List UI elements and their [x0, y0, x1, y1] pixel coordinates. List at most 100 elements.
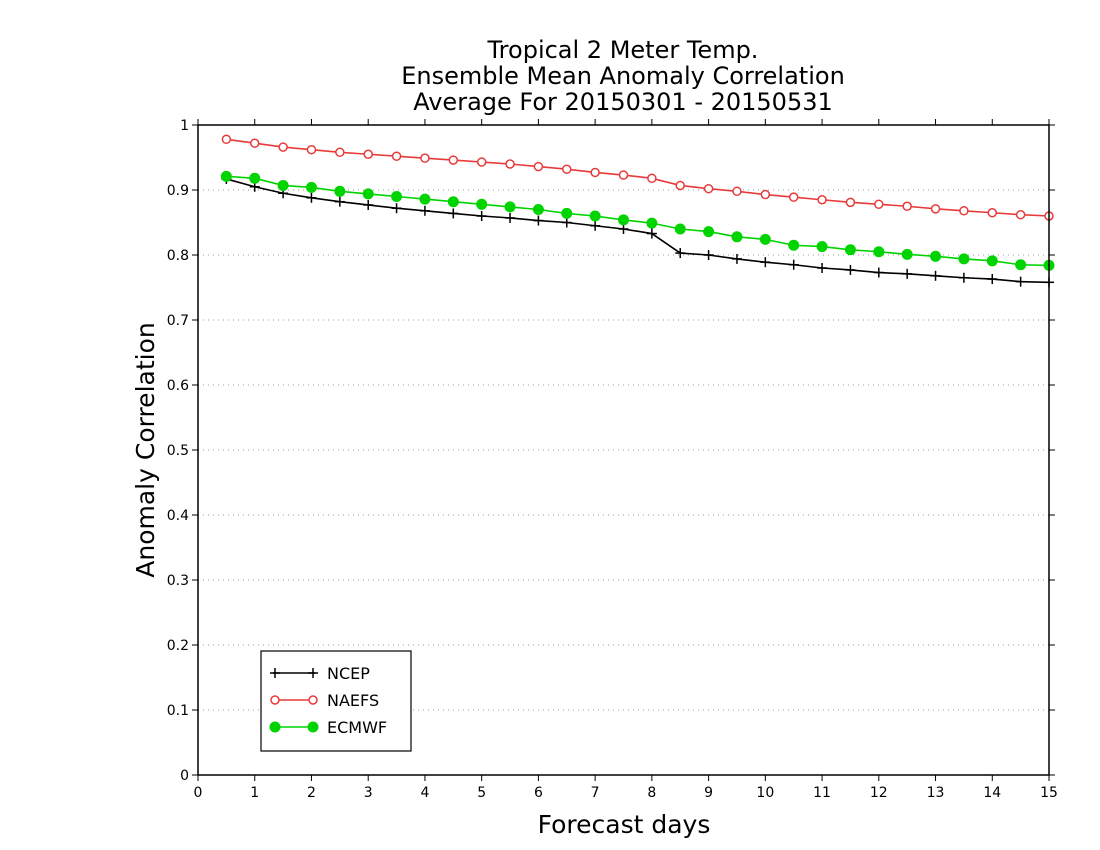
data-point-ncep — [731, 253, 742, 264]
legend-item-naefs: NAEFS — [270, 691, 379, 710]
legend-marker-ecmwf — [269, 721, 281, 733]
y-axis-label: Anomaly Correlation — [131, 322, 160, 577]
data-point-ncep — [987, 274, 998, 285]
data-point-ncep — [788, 259, 799, 270]
data-point-ncep — [476, 211, 487, 221]
data-point-ncep — [958, 272, 969, 283]
data-point-naefs — [1015, 209, 1026, 220]
legend-marker-ecmwf — [307, 721, 319, 733]
data-point-ecmwf — [901, 248, 913, 260]
data-point-ecmwf — [674, 223, 686, 235]
data-point-ecmwf — [532, 204, 544, 215]
data-point-naefs — [902, 201, 912, 211]
data-point-ncep — [817, 263, 828, 273]
data-point-ecmwf — [986, 255, 998, 267]
data-point-ecmwf — [391, 191, 403, 202]
series-ncep — [221, 173, 1054, 288]
x-tick-label: 15 — [1040, 785, 1058, 801]
data-point-naefs — [959, 206, 969, 216]
data-point-naefs — [647, 173, 657, 184]
data-point-naefs — [874, 199, 884, 210]
series-layer — [220, 134, 1055, 288]
data-point-ncep — [902, 268, 913, 279]
y-tick-label: 0.5 — [167, 443, 189, 459]
data-point-naefs — [221, 134, 232, 145]
data-point-ncep — [1015, 276, 1026, 287]
data-point-ncep — [306, 192, 317, 203]
data-point-ecmwf — [646, 217, 658, 229]
data-point-naefs — [391, 151, 402, 161]
data-point-naefs — [306, 144, 317, 155]
x-tick-label: 0 — [194, 785, 203, 801]
data-point-naefs — [760, 189, 771, 200]
data-point-ecmwf — [844, 244, 856, 256]
x-tick-label: 11 — [813, 785, 831, 801]
x-tick-label: 13 — [927, 785, 945, 801]
data-point-naefs — [335, 147, 345, 158]
legend-marker-ncep — [270, 668, 280, 678]
data-point-ecmwf — [362, 188, 374, 200]
data-point-ncep — [646, 228, 657, 239]
data-point-ncep — [703, 250, 714, 260]
data-point-naefs — [590, 167, 600, 178]
data-point-ncep — [760, 257, 771, 268]
x-axis-label: Forecast days — [538, 810, 711, 839]
plot-frame — [197, 124, 1050, 776]
chart-title-line-1: Tropical 2 Meter Temp. — [487, 36, 759, 64]
data-point-ncep — [675, 248, 686, 259]
data-point-ecmwf — [731, 231, 743, 243]
series-ecmwf — [220, 170, 1055, 271]
data-point-ecmwf — [958, 253, 970, 265]
data-point-naefs — [930, 204, 941, 214]
x-tick-label: 8 — [647, 785, 656, 801]
y-tick-label: 0.8 — [167, 248, 189, 264]
data-point-naefs — [618, 170, 629, 180]
x-tick-label: 9 — [704, 785, 713, 801]
data-point-naefs — [562, 164, 572, 174]
chart-title-line-3: Average For 20150301 - 20150531 — [413, 88, 833, 116]
data-point-ncep — [930, 270, 941, 281]
data-point-naefs — [703, 183, 714, 194]
data-point-ncep — [505, 212, 516, 223]
data-point-ecmwf — [334, 185, 346, 197]
legend-box — [260, 650, 412, 752]
y-tick-label: 0.6 — [167, 378, 189, 394]
data-point-ecmwf — [277, 179, 289, 191]
data-point-ncep — [391, 203, 402, 214]
y-tick-label: 0.9 — [167, 183, 189, 199]
data-point-naefs — [675, 180, 685, 191]
gridlines — [198, 189, 1049, 711]
data-point-naefs — [732, 186, 742, 197]
data-point-naefs — [249, 138, 260, 148]
x-tick-label: 3 — [364, 785, 373, 801]
data-point-ncep — [561, 217, 572, 228]
legend-label-ncep: NCEP — [327, 664, 370, 683]
data-point-ecmwf — [816, 241, 828, 253]
data-point-ecmwf — [220, 170, 232, 182]
data-point-ncep — [448, 208, 459, 219]
data-point-ncep — [533, 215, 544, 226]
data-point-ecmwf — [703, 226, 715, 238]
x-tick-label: 7 — [591, 785, 600, 801]
data-point-ecmwf — [419, 193, 431, 205]
legend-marker-naefs — [270, 695, 280, 705]
data-point-naefs — [533, 161, 544, 172]
data-point-ecmwf — [788, 239, 800, 251]
data-point-naefs — [278, 142, 288, 152]
data-point-naefs — [817, 195, 827, 205]
series-naefs — [221, 134, 1054, 221]
y-tick-label: 0.1 — [167, 703, 189, 719]
y-tick-label: 0.7 — [167, 313, 189, 329]
data-point-ncep — [590, 220, 601, 231]
series-line-ncep — [226, 178, 1050, 284]
data-point-naefs — [505, 159, 515, 169]
legend-marker-ncep — [308, 668, 318, 678]
chart-title-line-2: Ensemble Mean Anomaly Correlation — [401, 62, 845, 90]
x-tick-label: 10 — [756, 785, 774, 801]
data-point-ecmwf — [759, 233, 771, 245]
y-tick-label: 0.4 — [167, 508, 189, 524]
x-tick-label: 6 — [534, 785, 543, 801]
legend: NCEP NAEFS ECMWF — [260, 650, 412, 752]
y-tick-label: 0.2 — [167, 638, 189, 654]
